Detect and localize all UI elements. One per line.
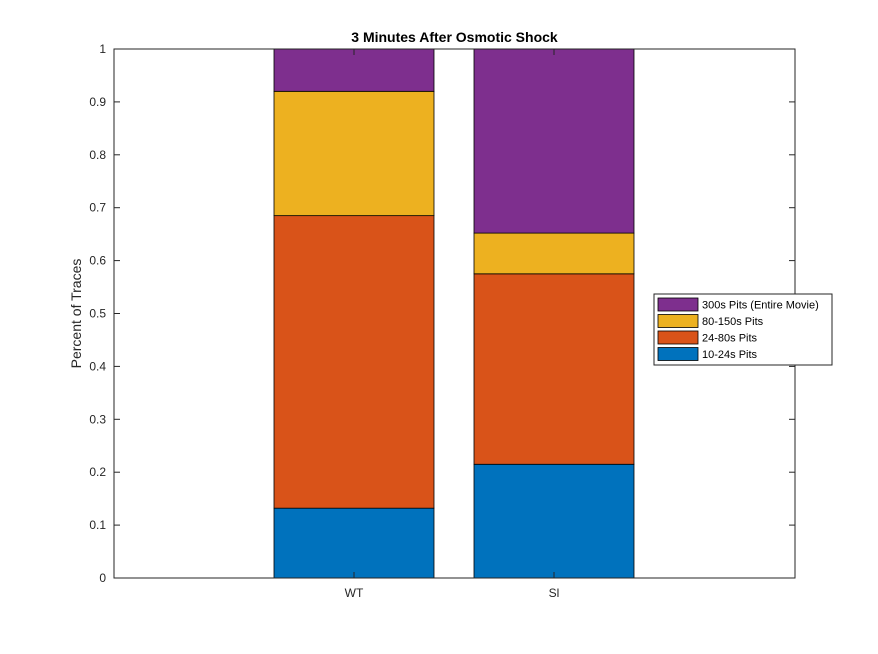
legend-swatch (657, 297, 699, 312)
legend-swatch (657, 330, 699, 345)
x-tick-label: WT (345, 586, 364, 600)
y-tick-label: 0.4 (89, 359, 106, 373)
y-tick-label: 0.1 (89, 518, 106, 532)
bar-segment-wt-series-2 (273, 215, 435, 509)
y-axis-label: Percent of Traces (68, 259, 84, 369)
x-axis: WT Sl (345, 49, 560, 600)
y-axis: 0 0.1 0.2 0.3 0.4 0.5 0.6 0.7 0.8 0.9 1 (89, 42, 795, 585)
legend-label: 80-150s Pits (702, 316, 764, 328)
legend-swatch (657, 314, 699, 328)
y-tick-label: 0.9 (89, 95, 106, 109)
bar-segment-sl-series-2 (473, 273, 635, 465)
legend-swatch (657, 347, 699, 361)
bar-segment-sl-series-4 (473, 48, 635, 234)
legend-label: 10-24s Pits (702, 349, 758, 361)
chart-title: 3 Minutes After Osmotic Shock (351, 29, 558, 45)
bar-segment-wt-series-4 (273, 48, 435, 92)
y-tick-label: 0.7 (89, 201, 106, 215)
y-tick-label: 0.5 (89, 307, 106, 321)
legend: 300s Pits (Entire Movie) 80-150s Pits 24-8… (653, 293, 833, 366)
legend-label: 24-80s Pits (702, 333, 758, 345)
legend-label: 300s Pits (Entire Movie) (702, 300, 819, 312)
y-tick-label: 0 (99, 571, 106, 585)
x-tick-label: Sl (549, 586, 560, 600)
bar-segment-sl-series-1 (473, 463, 635, 579)
y-tick-label: 0.8 (89, 148, 106, 162)
y-tick-label: 1 (99, 42, 106, 56)
bar-segment-wt-series-3 (273, 90, 435, 217)
bar-segment-wt-series-1 (273, 507, 435, 579)
bars-group (273, 48, 635, 579)
bar-segment-sl-series-3 (473, 232, 635, 275)
y-tick-label: 0.2 (89, 465, 106, 479)
y-tick-label: 0.3 (89, 412, 106, 426)
y-tick-label: 0.6 (89, 254, 106, 268)
